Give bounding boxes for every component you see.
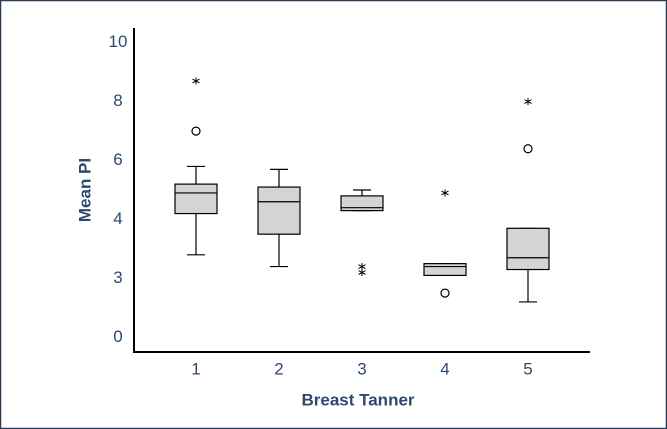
x-tick-label: 2 bbox=[274, 359, 283, 378]
box bbox=[174, 183, 218, 215]
y-tick-label: 8 bbox=[113, 91, 122, 110]
y-tick-label: 0 bbox=[113, 327, 122, 346]
box bbox=[340, 195, 384, 212]
x-tick-label: 4 bbox=[440, 359, 449, 378]
box bbox=[423, 263, 467, 277]
outlier bbox=[440, 288, 450, 298]
y-tick-label: 6 bbox=[113, 150, 122, 169]
outlier bbox=[523, 144, 533, 154]
y-axis-label: Mean PI bbox=[75, 158, 94, 222]
y-tick-label: 3 bbox=[113, 268, 122, 287]
extreme bbox=[358, 263, 366, 271]
outlier bbox=[191, 126, 201, 136]
box bbox=[506, 227, 550, 271]
extreme bbox=[441, 189, 449, 197]
x-axis-label: Breast Tanner bbox=[301, 390, 414, 409]
extreme bbox=[524, 98, 532, 106]
x-tick-label: 1 bbox=[191, 359, 200, 378]
x-tick-label: 5 bbox=[523, 359, 532, 378]
y-tick-label: 10 bbox=[109, 32, 128, 51]
extreme bbox=[192, 77, 200, 85]
y-tick-label: 4 bbox=[113, 209, 122, 228]
extreme bbox=[358, 268, 366, 276]
box bbox=[257, 186, 301, 235]
x-tick-label: 3 bbox=[357, 359, 366, 378]
